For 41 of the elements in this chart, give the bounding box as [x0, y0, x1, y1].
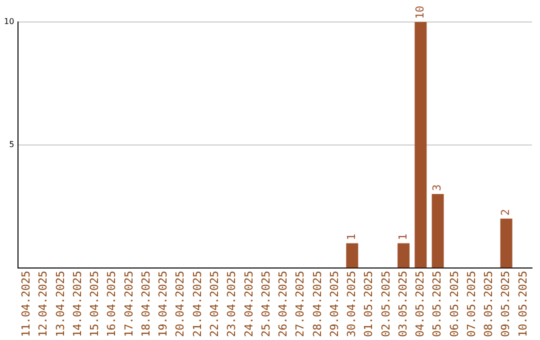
data-label: 2	[499, 208, 512, 216]
x-tick-label: 21.04.2025	[190, 270, 204, 338]
bar	[500, 218, 512, 268]
x-tick-label: 08.05.2025	[482, 270, 496, 338]
x-tick-label: 14.04.2025	[70, 270, 84, 338]
x-tick-label: 22.04.2025	[208, 270, 222, 338]
x-tick-label: 03.05.2025	[396, 270, 410, 338]
x-tick-label: 04.05.2025	[414, 270, 427, 338]
x-tick-label: 12.04.2025	[36, 270, 50, 338]
x-tick-label: 13.04.2025	[54, 270, 67, 338]
x-tick-label: 20.04.2025	[174, 270, 187, 338]
x-tick-label: 24.04.2025	[242, 270, 256, 338]
x-tick-label: 10.05.2025	[516, 270, 530, 338]
bar	[414, 22, 427, 268]
data-label: 3	[430, 184, 444, 192]
x-tick-label: 30.04.2025	[345, 270, 358, 338]
x-tick-label: 27.04.2025	[294, 270, 307, 338]
x-tick-label: 17.04.2025	[122, 270, 136, 338]
x-tick-label: 02.05.2025	[379, 270, 392, 338]
x-tick-label: 16.04.2025	[105, 270, 118, 338]
bar	[346, 243, 358, 268]
x-tick-label: 28.04.2025	[310, 270, 324, 338]
x-tick-label: 26.04.2025	[276, 270, 290, 338]
x-tick-label: 07.05.2025	[464, 270, 478, 338]
x-tick-label: 15.04.2025	[88, 270, 102, 338]
x-tick-label: 29.04.2025	[328, 270, 341, 338]
x-tick-label: 01.05.2025	[362, 270, 376, 338]
x-tick-label: 18.04.2025	[139, 270, 152, 338]
x-tick-label: 06.05.2025	[448, 270, 461, 338]
x-tick-label: 05.05.2025	[430, 270, 444, 338]
x-tick-label: 23.04.2025	[225, 270, 238, 338]
y-tick-label: 5	[9, 140, 14, 149]
data-label: 1	[396, 234, 410, 240]
data-label: 1	[345, 234, 358, 240]
bar	[432, 194, 444, 268]
data-label: 10	[414, 6, 427, 19]
x-tick-label: 25.04.2025	[259, 270, 272, 338]
x-tick-label: 11.04.2025	[20, 270, 33, 338]
x-tick-label: 19.04.2025	[156, 270, 170, 338]
x-tick-label: 09.05.2025	[499, 270, 512, 338]
bar	[398, 243, 410, 268]
